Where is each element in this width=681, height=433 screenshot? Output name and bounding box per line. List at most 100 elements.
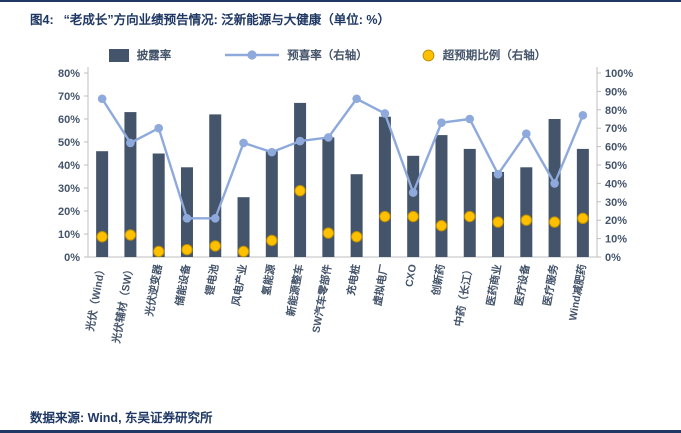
line-path (101, 97, 584, 220)
top-rule (0, 0, 681, 2)
bar (407, 155, 420, 257)
bar (96, 151, 109, 257)
line-swatch-icon (225, 50, 280, 60)
line-marker (182, 214, 192, 223)
legend-label: 披露率 (136, 50, 172, 62)
line-marker (154, 123, 163, 133)
y-left-tick-labels: 0% 10% 20% 30% 40% 50% 60% 70% 80% (58, 68, 80, 264)
scatter-dot (577, 212, 589, 225)
x-category-label: 锂电池 (203, 263, 221, 297)
y-right-tick-label: 70% (605, 123, 627, 135)
x-category-label: 医药商业 (484, 263, 504, 307)
bar (124, 112, 137, 257)
bar (378, 116, 391, 257)
y-right-tick-label: 0% (605, 252, 621, 264)
line-marker (550, 179, 559, 188)
figure-title: “老成长”方向业绩预告情况: 泛新能源与大健康（单位: %） (63, 13, 391, 27)
bar (492, 171, 505, 257)
bar (322, 137, 335, 257)
bar (350, 174, 363, 257)
axes (84, 67, 601, 258)
figure-title-row: 图4: “老成长”方向业绩预告情况: 泛新能源与大健康（单位: %） (0, 2, 681, 32)
x-category-label: 医疗设备 (512, 263, 532, 307)
line-marker (408, 188, 418, 197)
x-category-label: SW汽车零部件 (309, 263, 334, 334)
y-right-tick-label: 40% (605, 178, 627, 190)
legend-item-disclosure-rate: 披露率 (108, 47, 172, 63)
line-marker (97, 94, 107, 104)
bar (237, 197, 250, 257)
bar (152, 153, 165, 257)
line-marker (239, 138, 248, 148)
x-category-label: Wind减肥药 (566, 263, 589, 322)
scatter-dot (237, 245, 250, 258)
x-category-label: 风电产业 (229, 263, 249, 307)
scatter-dot (266, 234, 278, 247)
scatter-dot (322, 227, 335, 239)
bar (520, 167, 533, 257)
scatter-dot (294, 185, 306, 197)
x-category-label: 新能源整车 (284, 263, 306, 317)
x-category-label: CXO (403, 263, 419, 288)
x-category-label: 创新药 (429, 263, 448, 298)
bar (576, 148, 589, 257)
legend-item-positive-rate: 预喜率（右轴） (225, 47, 368, 63)
scatter-dot (152, 245, 165, 258)
y-left-tick-label: 40% (58, 160, 80, 172)
scatter-dot (407, 210, 419, 223)
scatter-dot (181, 243, 193, 256)
bar (180, 167, 193, 257)
bar (463, 148, 476, 257)
line-series-positive-rate (97, 94, 588, 223)
scatter-dot (209, 240, 221, 252)
x-category-label: 光伏逆变器 (143, 263, 165, 318)
x-category-label: 中药（长江） (452, 263, 476, 327)
scatter-dot (520, 214, 533, 226)
y-left-tick-label: 30% (58, 183, 80, 195)
x-category-label: 虚拟电厂 (371, 263, 391, 307)
line-marker (380, 109, 390, 118)
chart-legend: 披露率 预喜率（右轴） 超预期比例（右轴） (0, 46, 681, 64)
y-left-tick-label: 50% (58, 137, 80, 149)
scatter-dot (548, 216, 561, 228)
y-right-tick-label: 80% (605, 105, 627, 117)
scatter-series-exceed-ratio (96, 185, 589, 258)
y-right-tick-label: 100% (605, 68, 633, 80)
scatter-dot (464, 210, 476, 223)
y-right-tick-label: 50% (605, 160, 627, 172)
bar-swatch-icon (108, 48, 129, 62)
x-category-label: 氢能源 (259, 263, 277, 297)
y-right-tick-label: 60% (605, 142, 627, 154)
scatter-dot (379, 210, 391, 223)
line-marker (493, 169, 503, 179)
y-left-tick-label: 70% (58, 91, 80, 103)
line-marker (267, 147, 277, 157)
line-marker (465, 114, 475, 124)
y-left-tick-label: 60% (58, 114, 80, 126)
bar (294, 102, 307, 258)
x-category-label: 储能设备 (173, 263, 193, 307)
bar (435, 135, 448, 257)
x-category-label: 光伏辅材（SW） (110, 263, 137, 345)
bar (548, 119, 561, 257)
scatter-dot (96, 231, 108, 243)
bar-series-disclosure-rate (96, 102, 589, 258)
bar (209, 114, 222, 258)
line-marker (126, 138, 135, 148)
y-left-tick-label: 20% (58, 206, 80, 218)
legend-item-exceed-ratio: 超预期比例（右轴） (422, 47, 546, 63)
x-category-label: 充电桩 (344, 263, 362, 297)
y-right-tick-label: 10% (605, 234, 627, 246)
source-text: 数据来源: Wind, 东吴证券研究所 (30, 411, 213, 425)
x-category-label: 光伏（Wind） (83, 263, 108, 333)
figure-number: 图4: (30, 13, 54, 27)
y-left-tick-label: 10% (58, 229, 80, 241)
y-right-tick-labels: 0% 10% 20% 30% 40% 50% 60% 70% 80% 90% 100% (605, 68, 633, 264)
scatter-dot (492, 216, 504, 228)
legend-label: 预喜率（右轴） (287, 50, 368, 62)
y-right-tick-label: 90% (605, 86, 627, 98)
line-marker (210, 214, 220, 223)
line-marker (295, 136, 305, 146)
y-left-tick-label: 0% (64, 252, 80, 264)
